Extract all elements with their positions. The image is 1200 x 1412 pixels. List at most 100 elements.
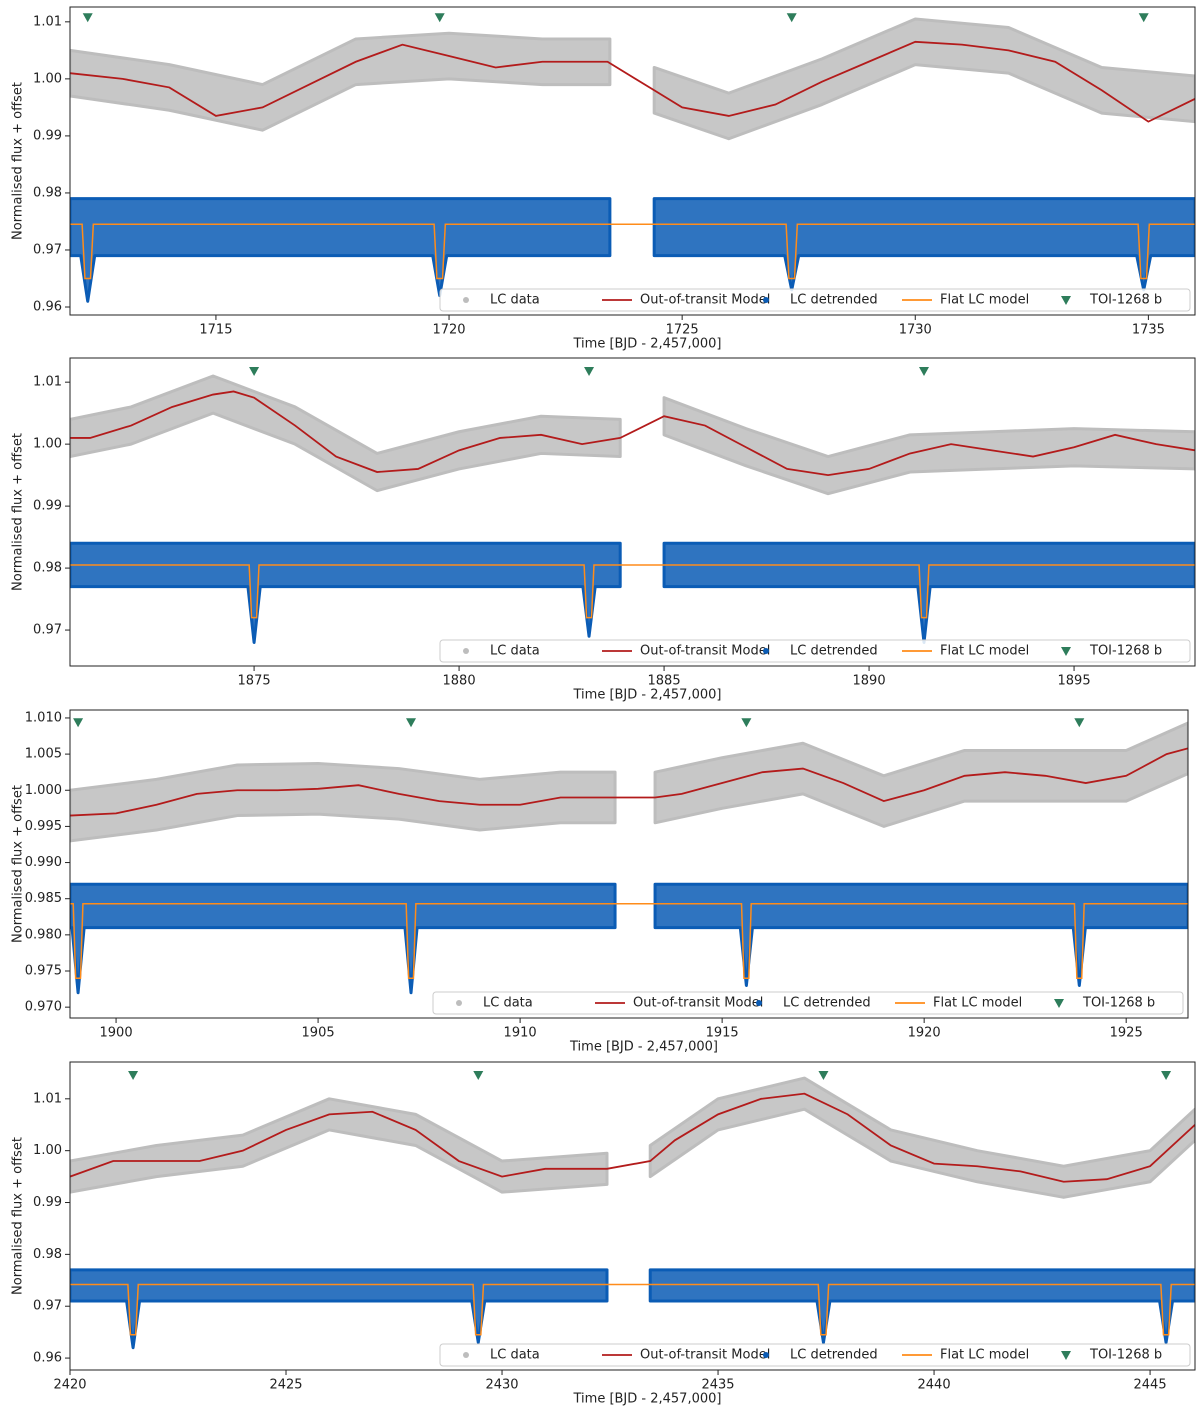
legend-box xyxy=(432,991,1184,1015)
y-tick-label: 0.995 xyxy=(25,819,62,834)
legend-label: Out-of-transit Model xyxy=(640,1348,770,1363)
y-tick-label: 0.97 xyxy=(33,1299,62,1314)
x-tick-label: 1715 xyxy=(199,323,232,338)
y-tick-label: 0.97 xyxy=(33,623,62,638)
y-tick-label: 0.99 xyxy=(33,1195,62,1210)
transit-marker xyxy=(1161,1070,1172,1080)
legend-label: Out-of-transit Model xyxy=(640,644,770,659)
legend-label: Flat LC model xyxy=(940,1348,1029,1363)
transit-marker xyxy=(818,1070,829,1080)
legend-label: Out-of-transit Model xyxy=(640,293,770,308)
panel: 1715 1720 1725 1730 1735 0.96 0.97 0.98 0.99 1.00… xyxy=(11,6,1196,352)
x-tick-label: 1875 xyxy=(238,674,271,689)
y-tick-label: 1.010 xyxy=(25,710,62,725)
x-tick-label: 2445 xyxy=(1134,1378,1167,1393)
legend-label: LC data xyxy=(490,644,540,659)
y-tick-label: 0.970 xyxy=(25,1000,62,1015)
x-tick-label: 1910 xyxy=(504,1026,537,1041)
model-line xyxy=(70,564,1195,619)
panel: 2420 2425 2430 2435 2440 2445 0.96 0.97 0.98 0.99… xyxy=(11,1061,1196,1407)
x-tick-label: 1890 xyxy=(853,674,886,689)
transit-marker xyxy=(786,13,797,23)
legend-label: LC data xyxy=(490,1348,540,1363)
legend-label: LC detrended xyxy=(790,1348,878,1363)
legend: LC data Out-of-transit Model LC detrended F… xyxy=(439,288,1191,312)
x-tick-label: 1905 xyxy=(302,1026,335,1041)
transit-marker xyxy=(1138,13,1149,23)
legend-label: LC data xyxy=(490,293,540,308)
y-axis-label: Normalised flux + offset xyxy=(11,785,26,943)
x-tick-label: 2425 xyxy=(269,1378,302,1393)
axes-frame xyxy=(69,1061,1196,1371)
y-tick-label: 1.00 xyxy=(33,71,62,86)
plot-area xyxy=(70,1070,1195,1350)
x-axis-label: Time [BJD - 2,457,000] xyxy=(573,1392,722,1407)
model-line xyxy=(70,390,1195,477)
x-tick-label: 2435 xyxy=(701,1378,734,1393)
y-tick-label: 0.99 xyxy=(33,128,62,143)
x-tick-label: 2430 xyxy=(485,1378,518,1393)
transit-marker xyxy=(128,1070,139,1080)
x-tick-label: 1735 xyxy=(1132,323,1165,338)
axes-frame xyxy=(69,709,1189,1019)
x-tick-label: 1720 xyxy=(432,323,465,338)
transit-marker xyxy=(741,718,752,728)
legend-label: TOI-1268 b xyxy=(1082,996,1155,1011)
y-tick-label: 0.975 xyxy=(25,964,62,979)
legend-symbol xyxy=(756,1000,762,1006)
legend-symbol xyxy=(763,297,769,303)
legend-symbol xyxy=(1054,999,1064,1008)
data-band xyxy=(70,541,1195,644)
x-tick-label: 1880 xyxy=(443,674,476,689)
legend-box xyxy=(439,639,1191,663)
x-tick-label: 1920 xyxy=(908,1026,941,1041)
legend-symbol xyxy=(463,648,469,654)
legend: LC data Out-of-transit Model LC detrended F… xyxy=(432,991,1184,1015)
transit-marker xyxy=(584,367,595,377)
legend: LC data Out-of-transit Model LC detrended F… xyxy=(439,639,1191,663)
legend-box xyxy=(439,288,1191,312)
y-tick-label: 1.01 xyxy=(33,1091,62,1106)
y-tick-label: 0.97 xyxy=(33,242,62,257)
transit-marker xyxy=(73,718,84,728)
panel: 1900 1905 1910 1915 1920 1925 0.970 0.975 0.980 0… xyxy=(11,709,1189,1055)
model-line xyxy=(70,223,1195,280)
transit-marker xyxy=(249,367,260,377)
y-tick-label: 0.980 xyxy=(25,927,62,942)
legend-symbol xyxy=(1061,296,1071,305)
x-tick-label: 2420 xyxy=(53,1378,86,1393)
legend-label: LC data xyxy=(483,996,533,1011)
y-tick-label: 0.99 xyxy=(33,499,62,514)
y-axis-label: Normalised flux + offset xyxy=(11,433,26,591)
axes-frame xyxy=(69,6,1196,316)
legend-label: Flat LC model xyxy=(940,293,1029,308)
y-tick-label: 0.98 xyxy=(33,185,62,200)
plot-area xyxy=(70,13,1195,303)
y-tick-label: 0.96 xyxy=(33,300,62,315)
y-tick-label: 0.98 xyxy=(33,1247,62,1262)
legend-symbol xyxy=(763,1352,769,1358)
x-axis-label: Time [BJD - 2,457,000] xyxy=(573,337,722,352)
y-tick-label: 1.000 xyxy=(25,783,62,798)
legend: LC data Out-of-transit Model LC detrended F… xyxy=(439,1343,1191,1367)
x-tick-label: 1900 xyxy=(100,1026,133,1041)
y-tick-label: 1.00 xyxy=(33,437,62,452)
legend-label: LC detrended xyxy=(783,996,871,1011)
y-tick-label: 0.96 xyxy=(33,1351,62,1366)
legend-label: Flat LC model xyxy=(933,996,1022,1011)
legend-box xyxy=(439,1343,1191,1367)
y-tick-label: 1.005 xyxy=(25,747,62,762)
y-axis-label: Normalised flux + offset xyxy=(11,1137,26,1295)
legend-label: TOI-1268 b xyxy=(1089,644,1162,659)
legend-label: LC detrended xyxy=(790,293,878,308)
y-tick-label: 0.990 xyxy=(25,855,62,870)
x-tick-label: 1885 xyxy=(648,674,681,689)
transit-marker xyxy=(918,367,929,377)
x-tick-label: 1895 xyxy=(1058,674,1091,689)
legend-label: LC detrended xyxy=(790,644,878,659)
data-band xyxy=(70,1268,1195,1350)
plot-area xyxy=(70,367,1195,644)
data-band xyxy=(70,374,1195,496)
legend-symbol xyxy=(1061,647,1071,656)
